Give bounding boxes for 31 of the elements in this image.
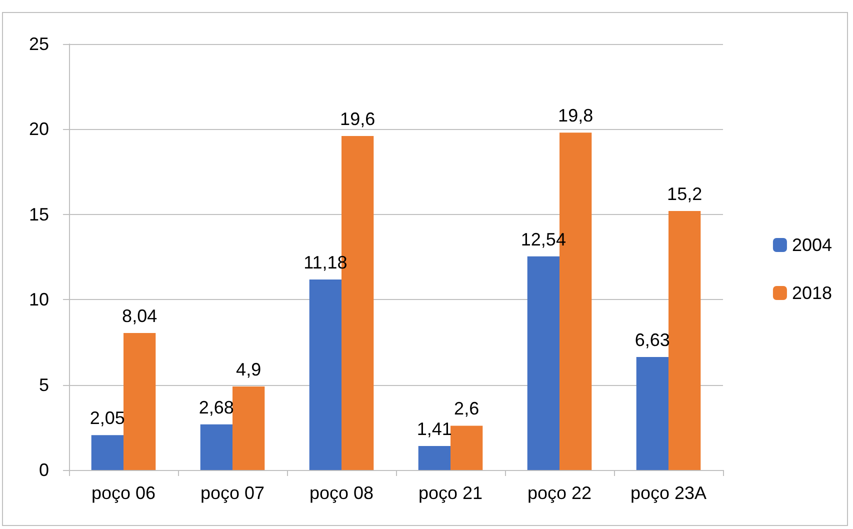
data-label: 19,8 <box>558 106 594 126</box>
x-tick-label: poço 22 <box>527 483 592 503</box>
y-tick-label: 5 <box>38 374 49 395</box>
data-label: 2,6 <box>454 398 480 419</box>
bar <box>527 256 560 470</box>
x-tick-label: poço 08 <box>309 483 374 503</box>
x-tick-label: poço 21 <box>418 483 483 503</box>
bar <box>91 435 124 470</box>
x-tick-label: poço 23A <box>630 483 707 503</box>
legend-label: 2004 <box>792 235 832 255</box>
bar <box>450 426 483 470</box>
y-tick-label: 15 <box>28 204 49 224</box>
data-label: 4,9 <box>236 360 262 380</box>
bar <box>418 446 450 470</box>
data-label: 19,6 <box>340 109 376 130</box>
bar <box>668 210 701 470</box>
x-tick-label: poço 07 <box>200 483 265 503</box>
bar <box>200 424 232 470</box>
bar <box>124 333 156 470</box>
x-tick-label: poço 06 <box>91 483 156 503</box>
bar <box>232 386 265 470</box>
legend-label: 2018 <box>792 283 832 303</box>
bar <box>636 357 668 470</box>
data-label: 1,41 <box>416 418 452 439</box>
y-tick-label: 0 <box>38 460 49 480</box>
y-tick-label: 25 <box>28 34 49 54</box>
y-tick-label: 20 <box>28 119 49 140</box>
bar <box>309 279 342 470</box>
data-label: 15,2 <box>667 184 702 204</box>
data-label: 8,04 <box>122 306 158 326</box>
y-tick-label: 10 <box>28 290 49 310</box>
